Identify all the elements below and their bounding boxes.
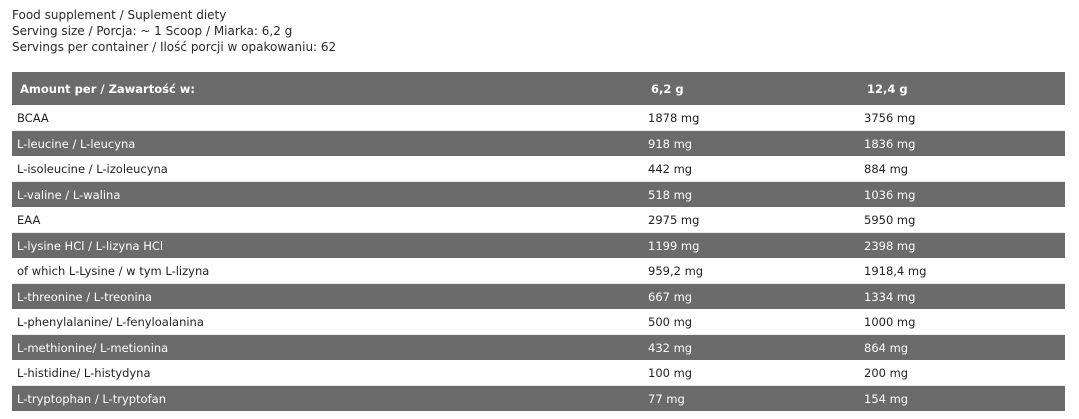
ingredient-name: of which L-Lysine / w tym L-lizyna (12, 258, 643, 284)
amount-6-2g: 918 mg (643, 130, 859, 156)
amount-6-2g: 959,2 mg (643, 258, 859, 284)
table-row: EAA 2975 mg 5950 mg (12, 207, 1065, 233)
ingredient-name: L-tryptophan / L-tryptofan (12, 385, 643, 411)
amount-12-4g: 1000 mg (859, 309, 1065, 335)
amount-6-2g: 77 mg (643, 385, 859, 411)
amount-12-4g: 1036 mg (859, 181, 1065, 207)
nutrition-table: Amount per / Zawartość w: 6,2 g 12,4 g B… (12, 72, 1065, 411)
amount-6-2g: 1199 mg (643, 232, 859, 258)
serving-size: Serving size / Porcja: ~ 1 Scoop / Miark… (12, 24, 293, 38)
amount-6-2g: 442 mg (643, 156, 859, 182)
header-single-serving: 6,2 g (643, 72, 859, 105)
ingredient-name: L-phenylalanine/ L-fenyloalanina (12, 309, 643, 335)
ingredient-name: L-threonine / L-treonina (12, 283, 643, 309)
amount-12-4g: 1334 mg (859, 283, 1065, 309)
amount-6-2g: 518 mg (643, 181, 859, 207)
table-row: L-tryptophan / L-tryptofan 77 mg 154 mg (12, 385, 1065, 411)
ingredient-name: L-lysine HCl / L-lizyna HCl (12, 232, 643, 258)
table-row: BCAA 1878 mg 3756 mg (12, 105, 1065, 131)
amount-12-4g: 154 mg (859, 385, 1065, 411)
amount-6-2g: 667 mg (643, 283, 859, 309)
table-row: of which L-Lysine / w tym L-lizyna 959,2 … (12, 258, 1065, 284)
table-row: L-methionine/ L-metionina 432 mg 864 mg (12, 334, 1065, 360)
amount-12-4g: 5950 mg (859, 207, 1065, 233)
amount-12-4g: 2398 mg (859, 232, 1065, 258)
amount-6-2g: 2975 mg (643, 207, 859, 233)
servings-per-container: Servings per container / Ilość porcji w … (12, 40, 337, 54)
ingredient-name: EAA (12, 207, 643, 233)
amount-6-2g: 500 mg (643, 309, 859, 335)
header-amount: Amount per / Zawartość w: (12, 72, 643, 105)
ingredient-name: L-leucine / L-leucyna (12, 130, 643, 156)
amount-12-4g: 884 mg (859, 156, 1065, 182)
table-header: Amount per / Zawartość w: 6,2 g 12,4 g (12, 72, 1065, 105)
ingredient-name: L-histidine/ L-histydyna (12, 360, 643, 386)
product-type: Food supplement / Suplement diety (12, 8, 227, 22)
amount-12-4g: 200 mg (859, 360, 1065, 386)
table-row: L-lysine HCl / L-lizyna HCl 1199 mg 2398 m… (12, 232, 1065, 258)
ingredient-name: L-valine / L-walina (12, 181, 643, 207)
amount-12-4g: 864 mg (859, 334, 1065, 360)
table-row: L-phenylalanine/ L-fenyloalanina 500 mg 10… (12, 309, 1065, 335)
amount-12-4g: 1918,4 mg (859, 258, 1065, 284)
table-row: L-leucine / L-leucyna 918 mg 1836 mg (12, 130, 1065, 156)
ingredient-name: L-methionine/ L-metionina (12, 334, 643, 360)
amount-12-4g: 1836 mg (859, 130, 1065, 156)
amount-6-2g: 432 mg (643, 334, 859, 360)
header-double-serving: 12,4 g (859, 72, 1065, 105)
amount-12-4g: 3756 mg (859, 105, 1065, 131)
amount-6-2g: 100 mg (643, 360, 859, 386)
table-row: L-isoleucine / L-izoleucyna 442 mg 884 mg (12, 156, 1065, 182)
ingredient-name: L-isoleucine / L-izoleucyna (12, 156, 643, 182)
amount-6-2g: 1878 mg (643, 105, 859, 131)
table-row: L-valine / L-walina 518 mg 1036 mg (12, 181, 1065, 207)
ingredient-name: BCAA (12, 105, 643, 131)
table-row: L-histidine/ L-histydyna 100 mg 200 mg (12, 360, 1065, 386)
product-info: Food supplement / Suplement diety Servin… (12, 7, 336, 55)
table-row: L-threonine / L-treonina 667 mg 1334 mg (12, 283, 1065, 309)
